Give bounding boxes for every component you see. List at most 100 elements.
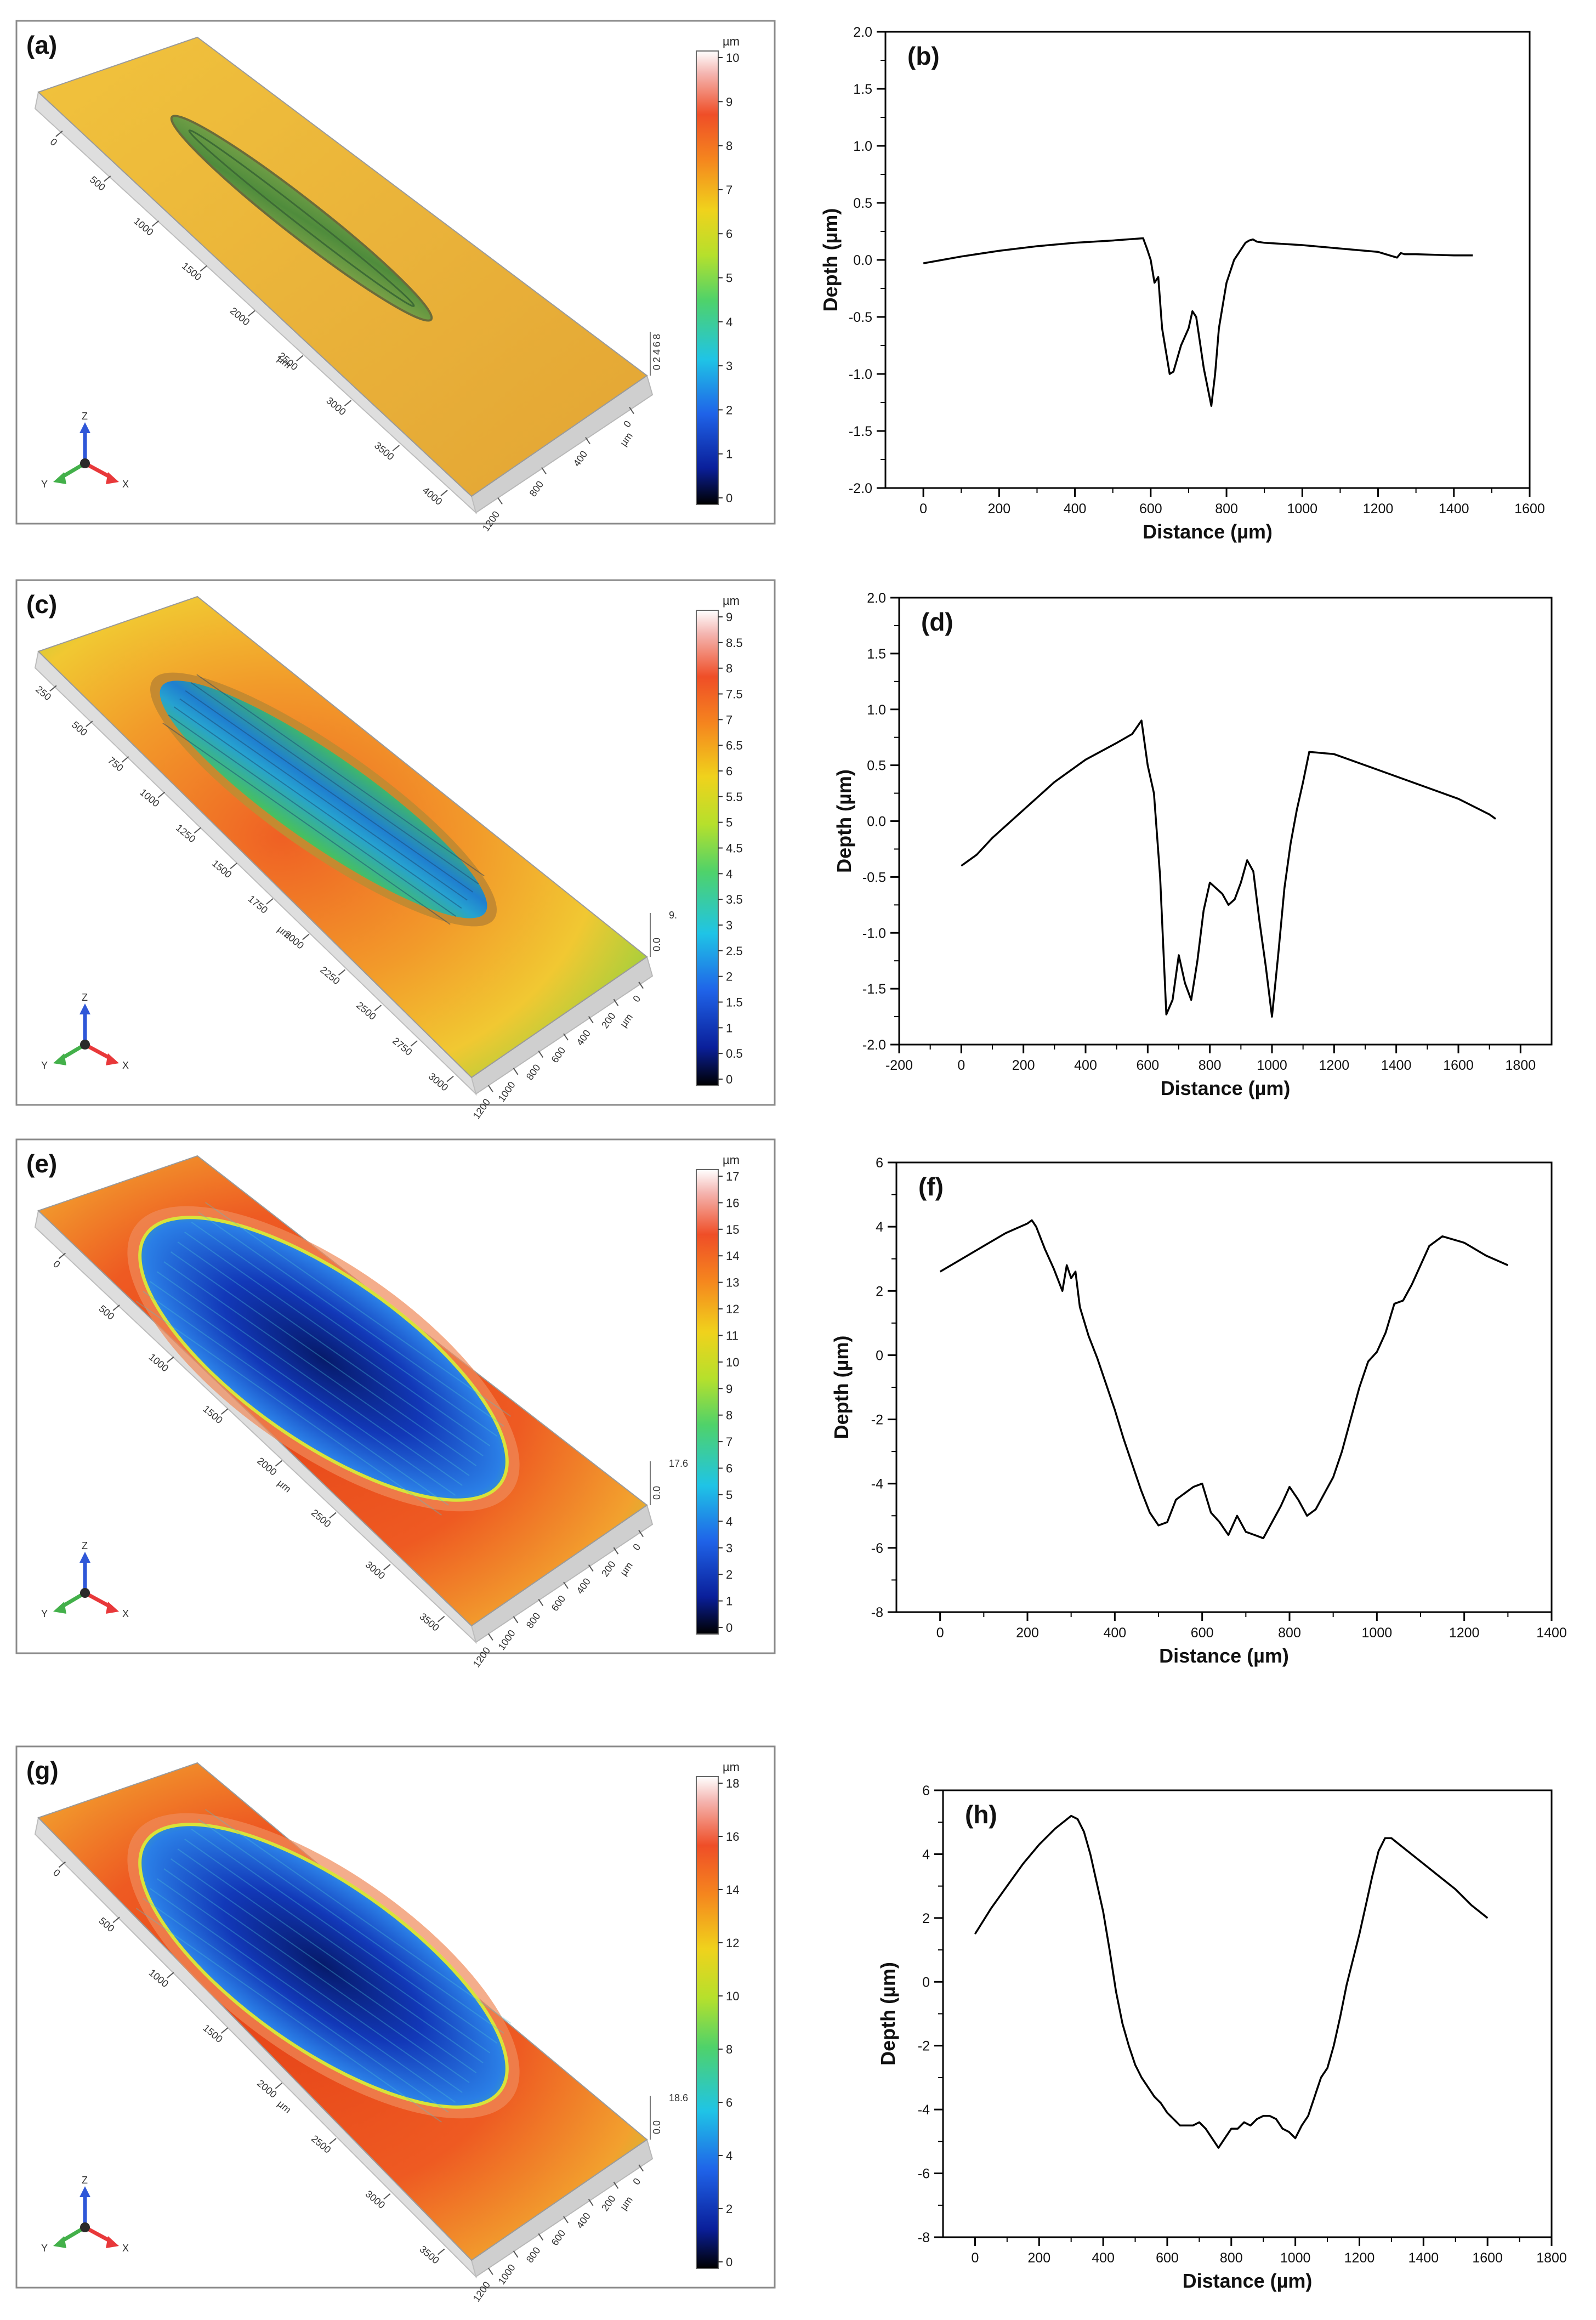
colorbar-tick-label: 0.5 <box>726 1047 743 1060</box>
wear-track-groove <box>179 698 468 901</box>
panel-label: (b) <box>907 42 940 70</box>
colorbar-tick-label: 2 <box>726 1568 732 1581</box>
colorbar-tick-label: 1 <box>726 1595 732 1608</box>
colorbar-unit: µm <box>723 1760 740 1774</box>
wear-track <box>170 115 433 322</box>
colorbar-tick-label: 14 <box>726 1883 739 1897</box>
colorbar-tick-label: 16 <box>726 1830 739 1843</box>
x-tick-label: 200 <box>1027 2250 1050 2266</box>
x-tick-label: 0 <box>919 501 927 517</box>
colorbar-tick-label: 9 <box>726 1382 732 1396</box>
y-tick-label: 2.0 <box>853 25 872 40</box>
colorbar-tick-label: 9 <box>726 95 732 109</box>
panel-label: (e) <box>26 1149 57 1178</box>
wear-track <box>138 1823 509 2109</box>
panel-label: (d) <box>921 608 953 636</box>
plot-frame <box>942 1789 1553 2238</box>
colorbar-tick-label: 4 <box>726 1514 732 1528</box>
wear-track-groove <box>150 1888 456 2103</box>
colorbar-tick-label: 6 <box>726 764 732 778</box>
x-tick-label: 1200 <box>1344 2250 1375 2266</box>
x-axis-title: Distance (µm) <box>1183 2270 1313 2292</box>
y-tick-label: -6 <box>871 1541 883 1556</box>
y-tick-label: -8 <box>918 2230 930 2245</box>
y-tick-label: -2.0 <box>849 481 872 496</box>
colorbar-tick-label: 14 <box>726 1249 739 1263</box>
colorbar-tick-label: 4.5 <box>726 842 743 855</box>
x-axis-tick <box>112 1304 120 1311</box>
x-tick-label: 800 <box>1215 501 1238 517</box>
y-tick-label: -2 <box>918 2039 930 2054</box>
triad-y-arrow <box>53 2236 66 2248</box>
x-tick-label: 400 <box>1074 1058 1097 1073</box>
x-tick-label: 0 <box>957 1058 965 1073</box>
colorbar-tick-label: 6 <box>726 1462 732 1476</box>
x-axis-tick <box>220 1408 229 1415</box>
x-axis-tick <box>58 1252 66 1260</box>
triad-x-label: X <box>122 2243 129 2254</box>
topography-panel-c: 2505007501000125015001750200022502500275… <box>15 579 776 1121</box>
y-axis-tick <box>497 497 503 505</box>
x-tick-label: 0 <box>971 2250 979 2266</box>
colorbar-tick-label: 8 <box>726 139 732 153</box>
triad-y-label: Y <box>41 1060 48 1071</box>
colorbar-tick-label: 7 <box>726 1435 732 1449</box>
colorbar-tick-label: 1.5 <box>726 996 743 1009</box>
x-tick-label: 400 <box>1092 2250 1115 2266</box>
x-axis-tick <box>410 1040 418 1047</box>
triad-z-arrow <box>79 1552 90 1563</box>
colorbar-tick-label: 1 <box>726 1021 732 1035</box>
y-axis-tick <box>588 1016 594 1024</box>
triad-origin <box>80 458 90 468</box>
triad-z-label: Z <box>82 1540 88 1551</box>
y-axis-tick <box>613 1547 619 1555</box>
topography-panel-a: 05001000150020002500300035004000µm040080… <box>15 20 776 534</box>
colorbar-tick-label: 4 <box>726 867 732 881</box>
y-tick-label: 0.0 <box>853 253 872 268</box>
y-tick-label: -8 <box>871 1605 883 1620</box>
x-tick-label: 1600 <box>1514 501 1545 517</box>
y-tick-label: -0.5 <box>849 310 872 325</box>
triad-x-arrow <box>106 2236 119 2248</box>
y-tick-label: 0.5 <box>867 758 886 774</box>
wear-track-groove <box>190 682 479 884</box>
x-axis-tick <box>86 721 93 727</box>
colorbar-tick-label: 2 <box>726 403 732 417</box>
wear-track <box>160 680 487 918</box>
colorbar-tick-label: 10 <box>726 1355 739 1369</box>
wear-track-groove <box>191 1829 497 2044</box>
colorbar-unit: µm <box>723 35 740 48</box>
colorbar-tick-label: 11 <box>726 1329 739 1342</box>
y-tick-label: 1.0 <box>853 139 872 154</box>
x-axis-tick <box>296 355 304 362</box>
y-axis-tick <box>613 999 619 1006</box>
wear-track-groove <box>135 1908 442 2123</box>
triad-y-arrow <box>53 1602 66 1614</box>
wear-track-groove <box>170 1251 477 1466</box>
profile-chart-b: 0 200 400 600 800 1000 1200 1400 1600 2.0 1.5 1.0 0.… <box>819 25 1545 543</box>
triad-x-axis <box>84 1042 112 1061</box>
x-axis-tick <box>275 2083 283 2089</box>
wear-track-groove <box>173 706 462 909</box>
plot-frame <box>898 597 1553 1046</box>
x-axis-tick <box>49 685 57 692</box>
y-tick-label: 4 <box>876 1219 883 1235</box>
z-axis-tick-label: 6 <box>651 342 662 347</box>
colorbar <box>696 610 719 1086</box>
x-axis-tick <box>374 1005 382 1011</box>
triad-y-label: Y <box>41 479 48 490</box>
profile-chart-h: 0 200 400 600 800 1000 1200 1400 1600 1800 6 4 2 0 -2 -… <box>877 1783 1567 2292</box>
x-axis-tick <box>230 863 237 869</box>
z-axis-tick-label: 0.0 <box>651 938 662 951</box>
x-tick-label: 400 <box>1064 501 1087 517</box>
triad-z-arrow <box>79 1003 90 1014</box>
depth-profile-line <box>974 1814 1489 2149</box>
colorbar-tick-label: 6 <box>726 227 732 241</box>
triad-x-label: X <box>122 1608 129 1619</box>
x-tick-label: 1400 <box>1536 1625 1567 1641</box>
y-axis-title: Depth (µm) <box>833 769 855 873</box>
y-tick-label: -1.0 <box>862 926 886 941</box>
x-axis-tick <box>392 445 400 451</box>
y-axis-tick <box>538 1598 544 1606</box>
y-tick-label: 2.0 <box>867 591 886 606</box>
